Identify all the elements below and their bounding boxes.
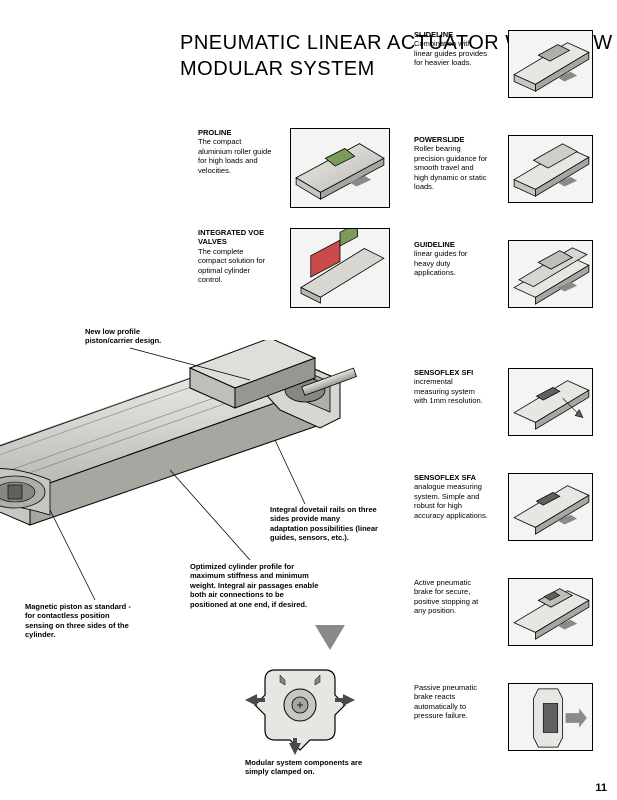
callout-text: Active pneumatic brake for secure, posit… <box>414 578 489 616</box>
page-number: 11 <box>595 782 607 794</box>
thumb-passive-brake <box>508 683 593 751</box>
thumb-sfi <box>508 368 593 436</box>
callout-voe: INTEGRATED VOE VALVES The complete compa… <box>198 228 273 284</box>
callout-active-brake: Active pneumatic brake for secure, posit… <box>414 578 489 616</box>
callout-slideline: SLIDELINE Combination with linear guides… <box>414 30 489 68</box>
thumb-active-brake <box>508 578 593 646</box>
down-arrow-icon <box>310 625 350 655</box>
clamp-diagram <box>245 660 355 755</box>
callout-title: PROLINE <box>198 128 273 137</box>
thumb-voe <box>290 228 390 308</box>
thumb-powerslide <box>508 135 593 203</box>
callout-title: INTEGRATED VOE VALVES <box>198 228 273 247</box>
callout-title: SENSOFLEX SFI <box>414 368 489 377</box>
callout-powerslide: POWERSLIDE Roller bearing precision guid… <box>414 135 489 191</box>
callout-title: GUIDELINE <box>414 240 489 249</box>
callout-sfa: SENSOFLEX SFA analogue measuring system.… <box>414 473 489 520</box>
annotation-modular: Modular system components are simply cla… <box>245 758 375 777</box>
callout-proline: PROLINE The compact aluminium roller gui… <box>198 128 273 175</box>
callout-text: The compact aluminium roller guide for h… <box>198 137 273 175</box>
callout-text: Roller bearing precision guidance for sm… <box>414 144 489 191</box>
annotation-piston: New low profile piston/carrier design. <box>85 327 175 346</box>
callout-text: incremental measuring system with 1mm re… <box>414 377 489 405</box>
annotation-dovetail: Integral dovetail rails on three sides p… <box>270 505 380 543</box>
annotation-profile: Optimized cylinder profile for maximum s… <box>190 562 320 609</box>
annotation-magnetic: Magnetic piston as standard - for contac… <box>25 602 140 640</box>
callout-guideline: GUIDELINE linear guides for heavy duty a… <box>414 240 489 278</box>
callout-text: analogue measuring system. Simple and ro… <box>414 482 489 520</box>
thumb-proline <box>290 128 390 208</box>
callout-text: Combination with linear guides provides … <box>414 39 489 67</box>
callout-passive-brake: Passive pneumatic brake reacts automatic… <box>414 683 489 721</box>
thumb-sfa <box>508 473 593 541</box>
callout-text: Passive pneumatic brake reacts automatic… <box>414 683 489 721</box>
callout-title: SENSOFLEX SFA <box>414 473 489 482</box>
callout-text: linear guides for heavy duty application… <box>414 249 489 277</box>
callout-title: SLIDELINE <box>414 30 489 39</box>
callout-text: The complete compact solution for optima… <box>198 247 273 285</box>
callout-title: POWERSLIDE <box>414 135 489 144</box>
thumb-slideline <box>508 30 593 98</box>
thumb-guideline <box>508 240 593 308</box>
callout-sfi: SENSOFLEX SFI incremental measuring syst… <box>414 368 489 406</box>
